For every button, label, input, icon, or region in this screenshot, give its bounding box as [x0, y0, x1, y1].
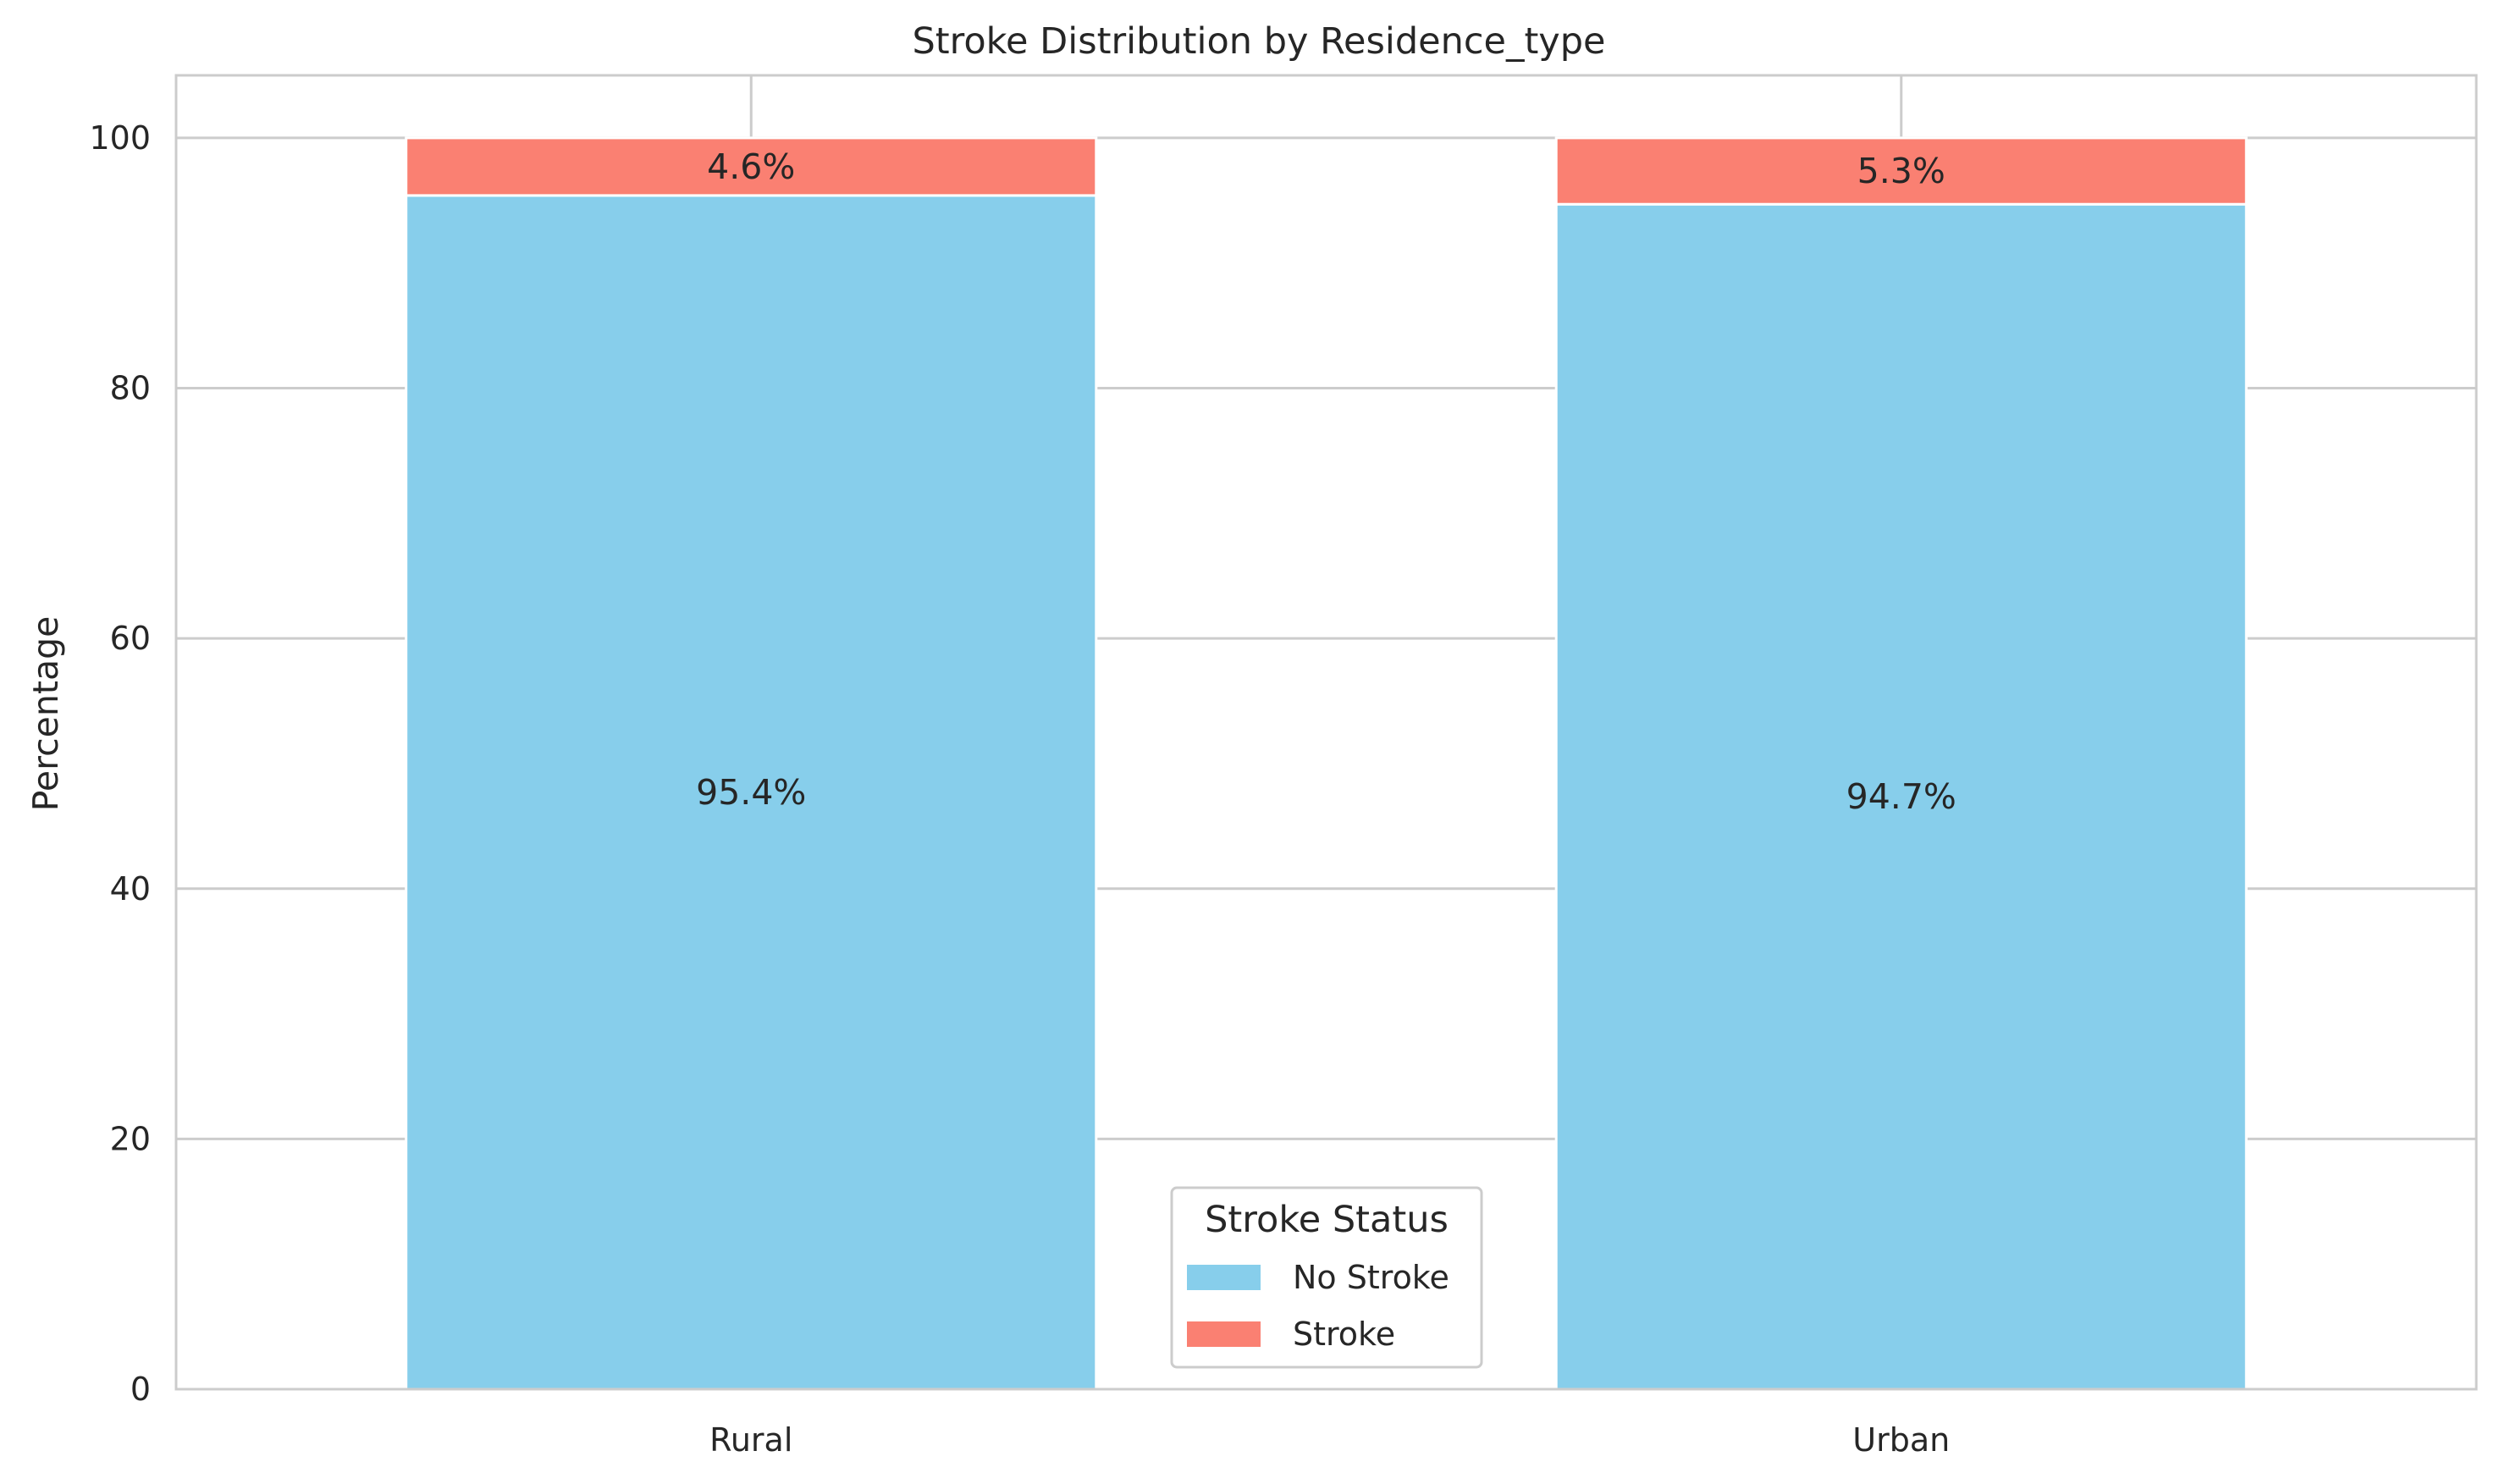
y-tick-label: 40 [110, 870, 151, 908]
bar-labels: 95.4% 4.6% 94.7% 5.3% [696, 146, 1956, 817]
bar-value-label: 94.7% [1846, 776, 1956, 817]
bar-value-label: 4.6% [707, 146, 795, 187]
x-tick-label: Urban [1852, 1421, 1950, 1459]
legend-items: No Stroke Stroke [1187, 1259, 1449, 1353]
legend-swatch [1187, 1321, 1261, 1347]
y-tick-label: 60 [110, 620, 151, 657]
x-tick-labels: Rural Urban [709, 1421, 1950, 1459]
bar-value-label: 5.3% [1857, 151, 1945, 191]
bar-segment [405, 194, 1098, 1391]
bars [405, 136, 2248, 1391]
legend-title: Stroke Status [1205, 1199, 1449, 1241]
chart-title: Stroke Distribution by Residence_type [912, 20, 1605, 63]
legend-swatch [1187, 1265, 1261, 1290]
bar-segment [1554, 202, 2248, 1391]
y-tick-label: 20 [110, 1120, 151, 1157]
bar-segment [405, 136, 1098, 197]
legend: Stroke Status No Stroke Stroke [1170, 1186, 1483, 1369]
y-tick-label: 0 [130, 1371, 151, 1408]
y-tick-label: 80 [110, 370, 151, 407]
y-tick-labels: 0 20 40 60 80 100 [89, 119, 151, 1408]
y-tick-label: 100 [89, 119, 151, 157]
legend-label: Stroke [1293, 1316, 1395, 1353]
bar-value-label: 95.4% [696, 772, 806, 813]
plot-area-frame [174, 74, 2478, 1391]
legend-label: No Stroke [1293, 1259, 1449, 1296]
bar-segment [1554, 136, 2248, 206]
y-axis-title: Percentage [25, 616, 66, 812]
x-tick-label: Rural [709, 1421, 792, 1459]
